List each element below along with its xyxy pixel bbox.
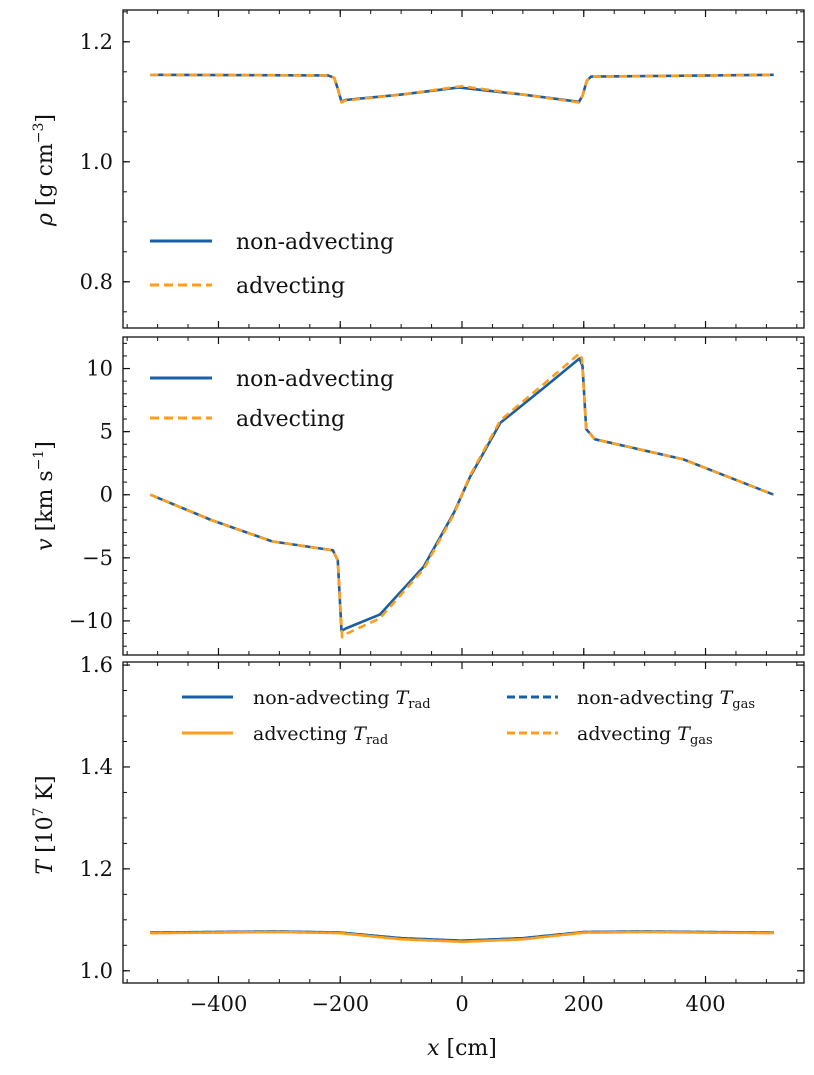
ytick-label: 1.4 xyxy=(80,755,113,779)
series-line-advecting xyxy=(149,352,775,639)
ytick-label: 1.0 xyxy=(80,959,113,983)
ytick-label: 10 xyxy=(86,357,113,381)
legend-label-non-advecting: non-advecting xyxy=(236,230,394,255)
ytick-label: 1.2 xyxy=(80,30,113,54)
ytick-label: −5 xyxy=(82,546,113,570)
panel1-ylabel: ρ [g cm−3] xyxy=(31,114,58,227)
panel-2: −10 −5 0 5 10 xyxy=(69,336,805,656)
panel2-ylabel: v [km s−1] xyxy=(31,441,58,551)
xtick-label: 200 xyxy=(564,992,604,1016)
ytick-label: 0 xyxy=(100,483,113,507)
series-line-advecting-t-gas xyxy=(150,930,774,943)
panel3-legend: non-advecting Trad advecting Trad non-ad… xyxy=(182,687,755,748)
axes-frame xyxy=(122,661,805,984)
legend-label-advecting-trad: advecting Trad xyxy=(253,723,388,748)
panel2-legend: non-advecting advecting xyxy=(150,367,394,432)
panel1-legend: non-advecting advecting xyxy=(150,230,394,299)
xtick-label: −400 xyxy=(190,992,248,1016)
panel3-ylabel: T [107 K] xyxy=(31,775,58,874)
ytick-label: 1.6 xyxy=(80,653,113,677)
ytick-label: −10 xyxy=(69,609,113,633)
xtick-label: 400 xyxy=(685,992,725,1016)
xlabel: x [cm] xyxy=(427,1036,497,1061)
axes-frame xyxy=(122,336,805,656)
legend-label-non-advecting-trad: non-advecting Trad xyxy=(253,687,431,712)
ytick-label: 1.0 xyxy=(80,150,113,174)
ytick-label: 1.2 xyxy=(80,857,113,881)
panel-1: 0.8 1.0 1.2 xyxy=(80,9,805,329)
series-line-advecting xyxy=(150,73,774,104)
series-line-non-advecting xyxy=(150,73,774,104)
xtick-label: −200 xyxy=(311,992,369,1016)
ytick-label: 5 xyxy=(100,420,113,444)
panel-3: 1.0 1.2 1.4 1.6 −400 −200 0 200 400 xyxy=(80,653,805,1016)
legend-label-non-advecting: non-advecting xyxy=(236,367,394,392)
legend-label-non-advecting-tgas: non-advecting Tgas xyxy=(577,687,755,712)
legend-label-advecting: advecting xyxy=(236,407,345,432)
xtick-label: 0 xyxy=(455,992,468,1016)
axes-frame xyxy=(122,9,805,329)
legend-label-advecting: advecting xyxy=(236,274,345,299)
ytick-label: 0.8 xyxy=(80,270,113,294)
legend-label-advecting-tgas: advecting Tgas xyxy=(577,723,713,748)
